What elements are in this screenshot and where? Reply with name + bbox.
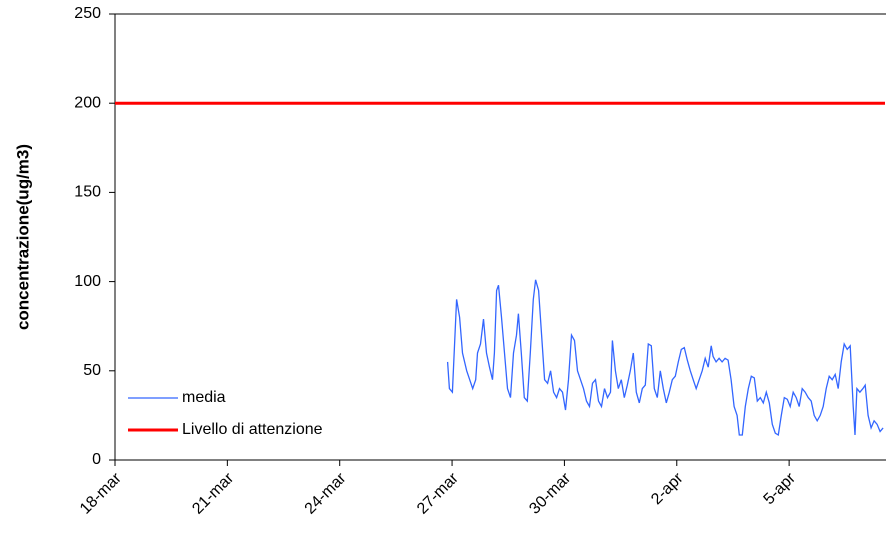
x-tick-label: 2-apr xyxy=(648,469,687,508)
plot-frame xyxy=(114,13,886,461)
y-tick-label: 0 xyxy=(92,451,101,468)
y-tick-label: 50 xyxy=(83,362,101,379)
series-line xyxy=(446,279,884,437)
y-axis-label: concentrazione(ug/m3) xyxy=(13,144,32,330)
x-tick-label: 30-mar xyxy=(526,469,574,517)
x-tick-label: 18-mar xyxy=(77,469,125,517)
y-tick-label: 250 xyxy=(74,5,101,22)
y-tick-label: 100 xyxy=(74,273,101,290)
y-tick-label: 150 xyxy=(74,184,101,201)
x-tick-label: 5-apr xyxy=(760,469,799,508)
y-tick-label: 200 xyxy=(74,94,101,111)
x-tick-label: 27-mar xyxy=(414,469,462,517)
legend-label: Livello di attenzione xyxy=(182,421,323,438)
x-tick-label: 21-mar xyxy=(189,469,237,517)
legend-label: media xyxy=(182,389,226,406)
x-tick-label: 24-mar xyxy=(302,469,350,517)
